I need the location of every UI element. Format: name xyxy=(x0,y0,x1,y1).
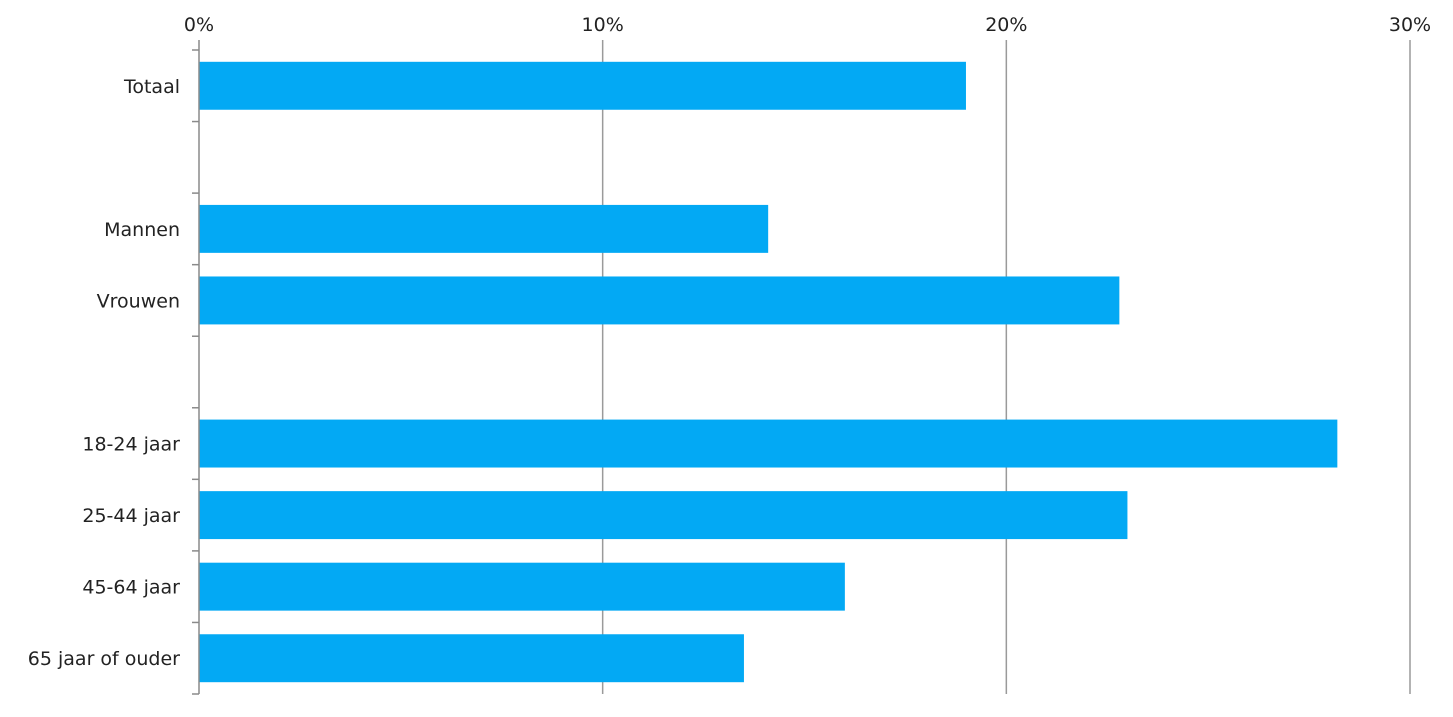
category-label: Mannen xyxy=(104,219,180,241)
bar xyxy=(199,276,1120,325)
x-tick-label: 20% xyxy=(985,14,1027,36)
category-label: 65 jaar of ouder xyxy=(28,648,180,670)
x-tick-label: 30% xyxy=(1389,14,1431,36)
x-tick-labels: 0% 10% 20% 30% xyxy=(184,14,1431,36)
bar xyxy=(199,204,769,253)
category-labels: Totaal Mannen Vrouwen 18-24 jaar 25-44 jaar 4… xyxy=(28,76,180,670)
bars xyxy=(199,61,1338,683)
category-label: 45-64 jaar xyxy=(82,577,180,599)
category-axis xyxy=(192,40,200,695)
bar xyxy=(199,562,845,611)
category-label: 25-44 jaar xyxy=(82,505,180,527)
category-label: Vrouwen xyxy=(97,290,180,312)
bar xyxy=(199,634,744,683)
x-tick-label: 0% xyxy=(184,14,214,36)
category-label: 18-24 jaar xyxy=(82,434,180,456)
x-tick-label: 10% xyxy=(582,14,624,36)
bar xyxy=(199,61,966,110)
category-label: Totaal xyxy=(123,76,180,98)
bar xyxy=(199,491,1128,540)
bar xyxy=(199,419,1338,468)
